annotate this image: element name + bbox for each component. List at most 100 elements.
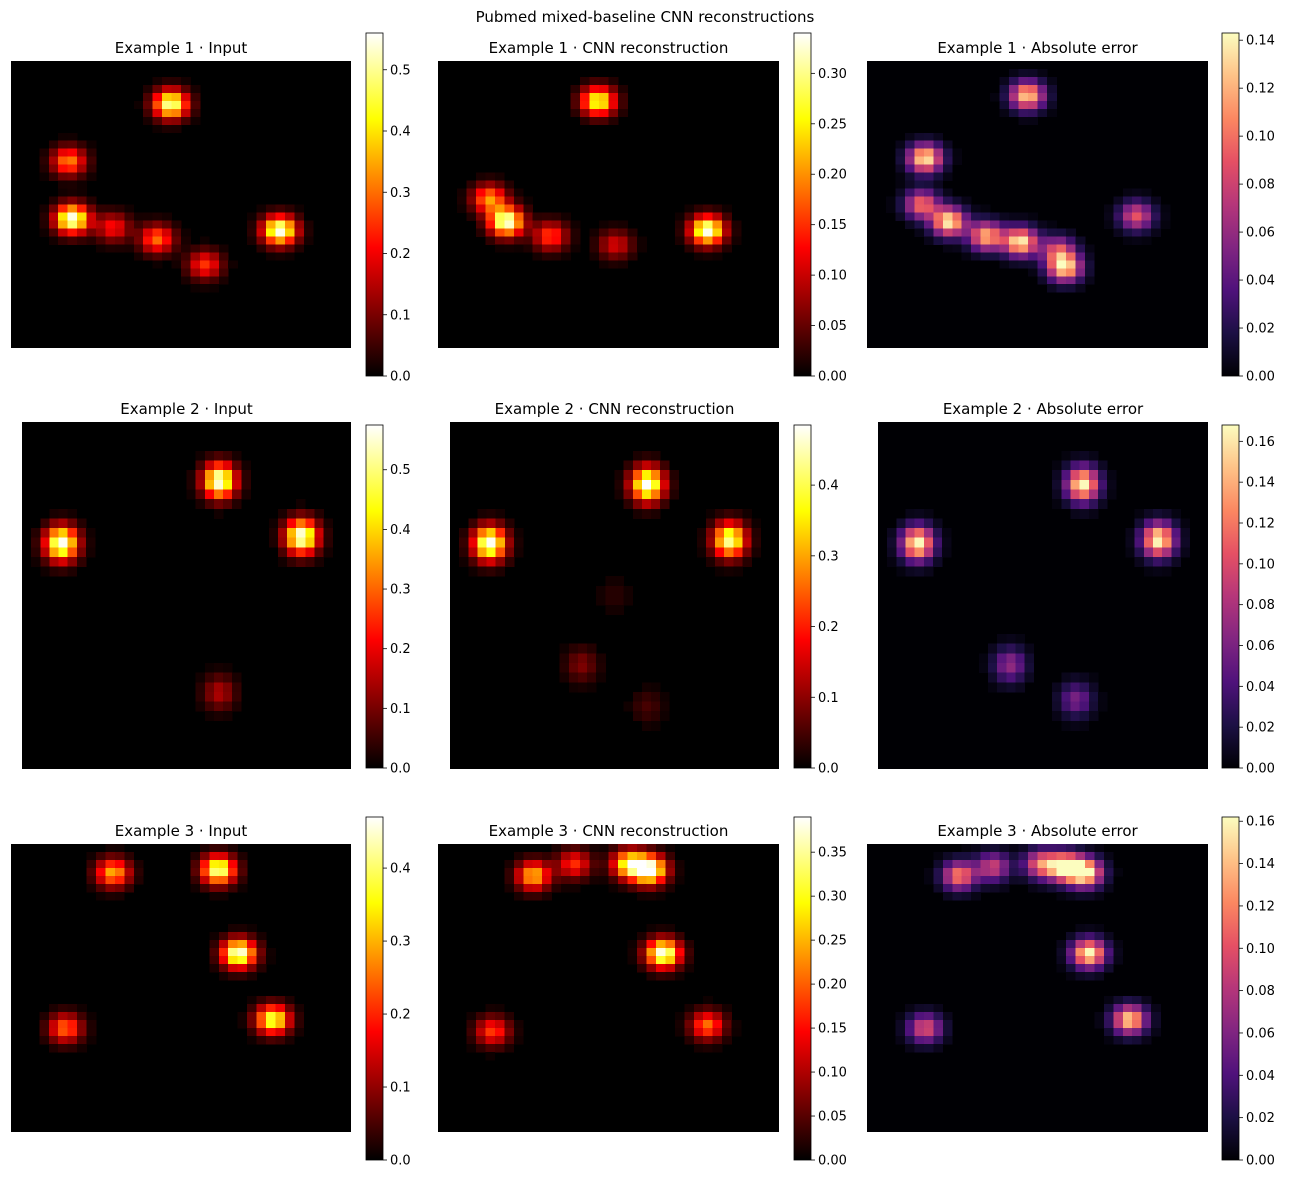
heatmap-cell bbox=[532, 252, 543, 261]
heatmap-cell bbox=[751, 518, 762, 529]
heatmap-cell bbox=[570, 844, 581, 853]
heatmap-cell bbox=[1070, 682, 1081, 693]
heatmap-cell bbox=[77, 228, 87, 237]
heatmap-cell bbox=[651, 470, 661, 481]
heatmap-cell bbox=[105, 212, 116, 221]
heatmap-cell bbox=[636, 956, 647, 965]
heatmap-cell bbox=[1052, 489, 1062, 500]
heatmap-cell bbox=[999, 244, 1010, 253]
heatmap-cell bbox=[914, 188, 925, 197]
heatmap-cell bbox=[693, 252, 704, 261]
heatmap-cell bbox=[1028, 108, 1038, 118]
heatmap-cell bbox=[1046, 852, 1057, 861]
heatmap-cell bbox=[223, 470, 233, 481]
heatmap-cell bbox=[933, 236, 944, 245]
heatmap-cell bbox=[190, 884, 201, 893]
heatmap-cell bbox=[1125, 537, 1136, 548]
heatmap-cell bbox=[580, 852, 590, 861]
heatmap-cell bbox=[1103, 852, 1114, 861]
heatmap-cell bbox=[152, 220, 163, 229]
heatmap-cell bbox=[1056, 844, 1067, 853]
heatmap-cell bbox=[1052, 701, 1062, 712]
heatmap-cell bbox=[952, 868, 963, 877]
panel-title: Example 2 · Absolute error bbox=[943, 400, 1144, 418]
heatmap-cell bbox=[468, 547, 478, 558]
heatmap-cell bbox=[1056, 276, 1067, 285]
heatmap-cell bbox=[485, 1020, 496, 1029]
heatmap-cell bbox=[275, 252, 286, 261]
heatmap-cell bbox=[617, 860, 628, 869]
colorbar-tick-label: 0.00 bbox=[818, 370, 847, 385]
heatmap-cell bbox=[627, 252, 638, 261]
heatmap-cell bbox=[228, 972, 239, 981]
heatmap-cell bbox=[674, 212, 685, 221]
heatmap-cell bbox=[86, 1028, 97, 1037]
heatmap-cell bbox=[1009, 252, 1019, 261]
heatmap-cell bbox=[284, 1028, 295, 1037]
heatmap-cell bbox=[1075, 252, 1086, 261]
heatmap-cell bbox=[952, 212, 963, 221]
heatmap-cell bbox=[466, 204, 477, 213]
heatmap-cell bbox=[641, 450, 652, 461]
heatmap-cell bbox=[323, 537, 334, 548]
heatmap-cell bbox=[703, 204, 714, 213]
heatmap-cell bbox=[475, 1012, 486, 1021]
heatmap-cell bbox=[696, 528, 707, 539]
heatmap-cell bbox=[1065, 868, 1076, 877]
colorbar-tick-label: 0.20 bbox=[818, 978, 847, 993]
heatmap-cell bbox=[323, 547, 334, 558]
heatmap-cell bbox=[551, 844, 562, 853]
heatmap-cell bbox=[961, 196, 972, 205]
heatmap-cell bbox=[477, 537, 487, 548]
heatmap-cell bbox=[468, 528, 478, 539]
colorbar-tick-label: 0.4 bbox=[390, 862, 411, 877]
colorbar: 0.00.10.20.30.40.5 bbox=[365, 32, 411, 385]
heatmap-cell bbox=[143, 100, 154, 110]
heatmap-cell bbox=[67, 148, 78, 158]
heatmap-cell bbox=[67, 188, 78, 197]
colorbar-gradient bbox=[1221, 32, 1240, 377]
heatmap-cell bbox=[486, 566, 497, 577]
heatmap-cell bbox=[999, 100, 1010, 110]
heatmap-cell bbox=[923, 140, 934, 150]
heatmap-cell bbox=[256, 236, 267, 245]
heatmap-cell bbox=[228, 852, 239, 861]
heatmap-cell bbox=[952, 892, 963, 901]
heatmap-cell bbox=[228, 932, 239, 941]
heatmap-cell bbox=[1061, 672, 1071, 683]
heatmap-cell bbox=[1015, 643, 1026, 654]
heatmap-cell bbox=[1061, 711, 1071, 722]
heatmap-cell bbox=[599, 876, 609, 885]
colorbar-tick-label: 0.10 bbox=[1246, 130, 1275, 145]
heatmap-cell bbox=[693, 1020, 704, 1029]
heatmap-cell bbox=[58, 547, 69, 558]
heatmap-cell bbox=[580, 84, 590, 94]
heatmap-cell bbox=[456, 188, 467, 197]
heatmap-cell bbox=[1052, 711, 1062, 722]
heatmap-cell bbox=[504, 876, 515, 885]
heatmap-cell bbox=[1070, 691, 1081, 702]
heatmap-cell bbox=[49, 566, 59, 577]
heatmap-cell bbox=[895, 1012, 906, 1021]
colorbar: 0.000.050.100.150.200.250.300.35 bbox=[793, 816, 847, 1169]
heatmap-cell bbox=[561, 844, 572, 853]
heatmap-cell bbox=[605, 576, 615, 587]
heatmap-cell bbox=[314, 508, 324, 519]
heatmap-cell bbox=[31, 528, 41, 539]
heatmap-cell bbox=[1075, 956, 1086, 965]
heatmap-cell bbox=[477, 547, 487, 558]
heatmap-cell bbox=[494, 220, 505, 229]
heatmap-cell bbox=[674, 932, 685, 941]
heatmap-cell bbox=[1141, 1004, 1152, 1013]
heatmap-cell bbox=[641, 720, 652, 731]
heatmap-cell bbox=[599, 860, 609, 869]
heatmap-cell bbox=[190, 276, 201, 285]
heatmap-cell bbox=[223, 479, 233, 490]
colorbar-gradient bbox=[793, 424, 812, 769]
heatmap-cell bbox=[623, 479, 634, 490]
heatmap-cell bbox=[905, 518, 916, 529]
heatmap-cell bbox=[523, 228, 534, 237]
heatmap-cell bbox=[990, 844, 1001, 853]
heatmap-cell bbox=[256, 1004, 267, 1013]
heatmap-cell bbox=[614, 576, 625, 587]
